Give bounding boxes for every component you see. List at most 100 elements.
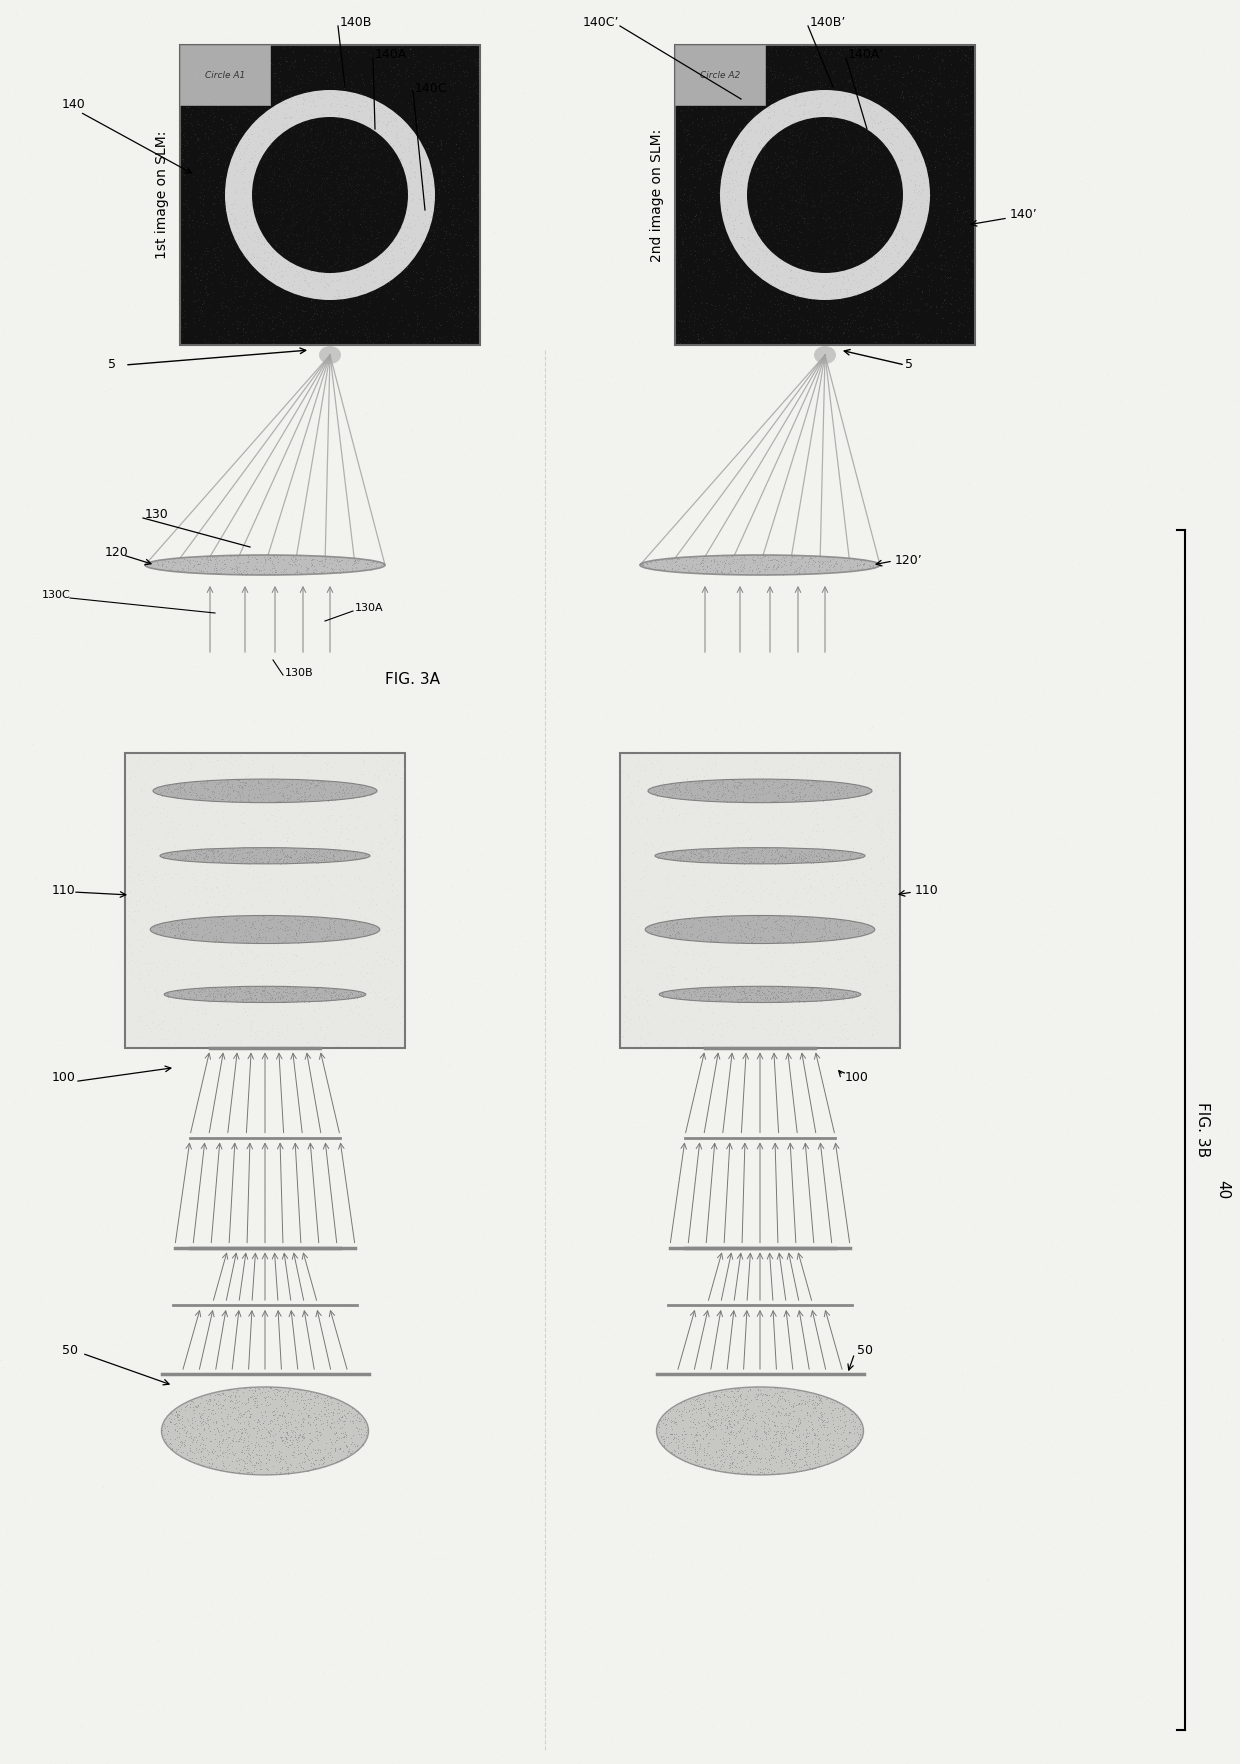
Point	[712, 282, 732, 310]
Point	[699, 1106, 719, 1134]
Point	[718, 185, 738, 213]
Point	[779, 527, 799, 556]
Point	[56, 616, 76, 644]
Point	[980, 707, 999, 736]
Point	[279, 792, 299, 820]
Point	[844, 71, 864, 99]
Point	[843, 242, 863, 270]
Point	[939, 132, 959, 161]
Point	[694, 220, 714, 249]
Point	[745, 1424, 765, 1452]
Point	[301, 247, 321, 275]
Point	[31, 1058, 51, 1087]
Point	[719, 1424, 739, 1452]
Point	[746, 1730, 766, 1759]
Point	[908, 967, 928, 995]
Point	[191, 1013, 211, 1041]
Point	[237, 1124, 257, 1152]
Point	[816, 847, 836, 875]
Point	[217, 781, 237, 810]
Point	[335, 1637, 355, 1665]
Point	[371, 810, 391, 838]
Point	[852, 143, 872, 171]
Point	[387, 212, 407, 240]
Point	[267, 930, 286, 958]
Point	[487, 527, 507, 556]
Point	[846, 1145, 866, 1173]
Point	[440, 252, 460, 280]
Point	[791, 1678, 811, 1706]
Point	[374, 99, 394, 127]
Point	[464, 259, 484, 288]
Point	[321, 205, 341, 233]
Point	[249, 1432, 269, 1461]
Point	[213, 1198, 233, 1226]
Point	[316, 923, 336, 951]
Point	[792, 755, 812, 783]
Point	[433, 1110, 453, 1138]
Point	[899, 134, 919, 162]
Point	[311, 134, 331, 162]
Point	[52, 467, 72, 496]
Point	[712, 1685, 732, 1713]
Point	[397, 12, 417, 41]
Point	[304, 240, 324, 268]
Point	[175, 984, 195, 1013]
Point	[331, 1656, 351, 1685]
Point	[212, 797, 232, 826]
Point	[831, 171, 851, 199]
Point	[926, 1132, 946, 1161]
Point	[216, 908, 236, 937]
Point	[738, 213, 758, 242]
Point	[322, 191, 342, 219]
Point	[777, 208, 797, 236]
Point	[238, 325, 258, 353]
Point	[785, 840, 805, 868]
Point	[992, 1097, 1012, 1125]
Point	[234, 838, 254, 866]
Point	[894, 71, 914, 99]
Point	[1078, 953, 1097, 981]
Point	[893, 83, 913, 111]
Point	[288, 166, 308, 194]
Point	[170, 1125, 190, 1154]
Point	[1223, 991, 1240, 1020]
Point	[165, 1002, 185, 1030]
Point	[490, 690, 510, 718]
Point	[238, 1387, 258, 1415]
Point	[816, 1027, 836, 1055]
Point	[314, 683, 334, 711]
Point	[1126, 1390, 1146, 1418]
Point	[810, 1383, 830, 1411]
Point	[463, 242, 482, 270]
Point	[280, 896, 300, 924]
Point	[381, 811, 401, 840]
Point	[668, 845, 688, 873]
Point	[281, 1381, 301, 1409]
Point	[1022, 1321, 1042, 1349]
Point	[273, 983, 293, 1011]
Point	[725, 926, 745, 954]
Point	[149, 940, 169, 968]
Point	[888, 102, 908, 131]
Point	[826, 1416, 846, 1445]
Point	[792, 1616, 812, 1644]
Point	[936, 88, 956, 116]
Point	[774, 233, 794, 261]
Point	[340, 125, 360, 153]
Point	[727, 1401, 746, 1429]
Point	[326, 247, 346, 275]
Point	[875, 157, 895, 185]
Point	[565, 1055, 585, 1083]
Point	[71, 0, 91, 23]
Point	[277, 1365, 296, 1394]
Point	[492, 970, 512, 998]
Point	[260, 543, 280, 572]
Point	[869, 155, 889, 183]
Point	[198, 896, 218, 924]
Point	[866, 1568, 885, 1596]
Point	[833, 289, 853, 318]
Point	[254, 923, 274, 951]
Point	[305, 771, 325, 799]
Point	[358, 293, 378, 321]
